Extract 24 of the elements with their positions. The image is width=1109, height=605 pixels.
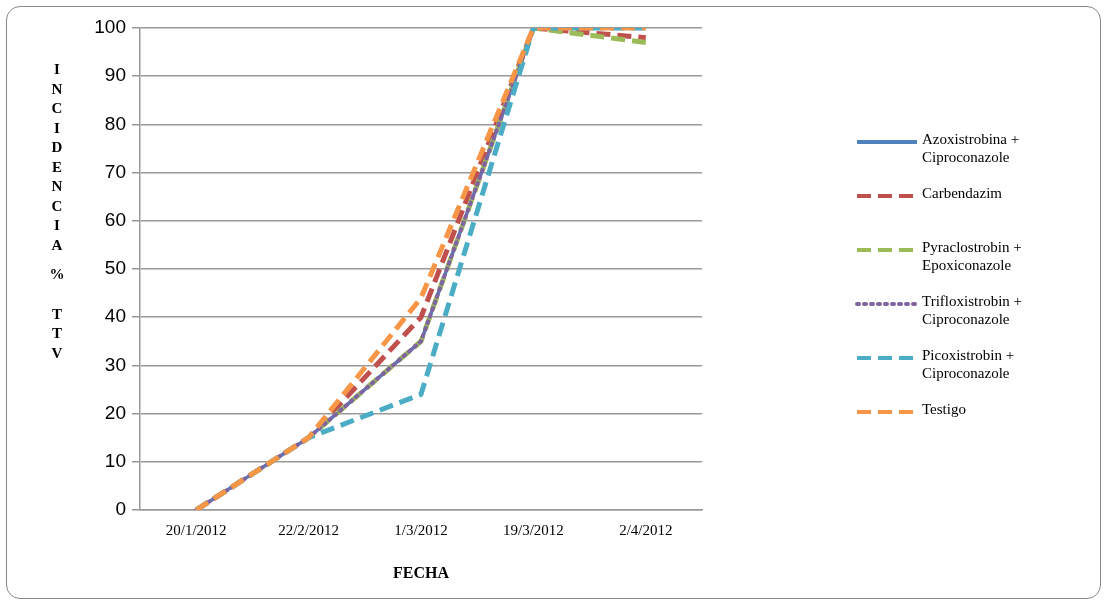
y-tick-label: 20 (104, 401, 126, 423)
x-tick-label: 2/4/2012 (619, 521, 673, 538)
legend-label: Carbendazim (922, 184, 1003, 202)
legend-label: Testigo (922, 400, 967, 418)
text: INCIDENCIA % TTV (49, 61, 65, 361)
y-tick-label: 80 (104, 112, 126, 134)
legend-label: Trifloxistrobin + Ciproconazole (922, 292, 1023, 328)
x-axis-title: FECHA (393, 563, 450, 581)
y-tick-label: 50 (104, 257, 126, 279)
y-tick-label: 0 (115, 498, 126, 520)
x-tick-label: 22/2/2012 (278, 521, 340, 538)
legend-label: Pyraclostrobin + Epoxiconazole (922, 238, 1023, 274)
y-tick-label: 10 (104, 450, 126, 472)
legend-label: Picoxistrobin + Ciproconazole (922, 346, 1016, 382)
x-tick-label: 1/3/2012 (394, 521, 448, 538)
legend-label: Azoxistrobina + Ciproconazole (922, 130, 1021, 166)
y-tick-label: 90 (104, 64, 126, 86)
y-tick-label: 60 (104, 209, 126, 231)
y-tick-label: 70 (104, 160, 126, 182)
x-tick-label: 19/3/2012 (502, 521, 564, 538)
x-tick-label: 20/1/2012 (165, 521, 227, 538)
y-tick-label: 40 (104, 305, 126, 327)
y-tick-label: 100 (94, 16, 126, 38)
y-tick-label: 30 (104, 353, 126, 375)
